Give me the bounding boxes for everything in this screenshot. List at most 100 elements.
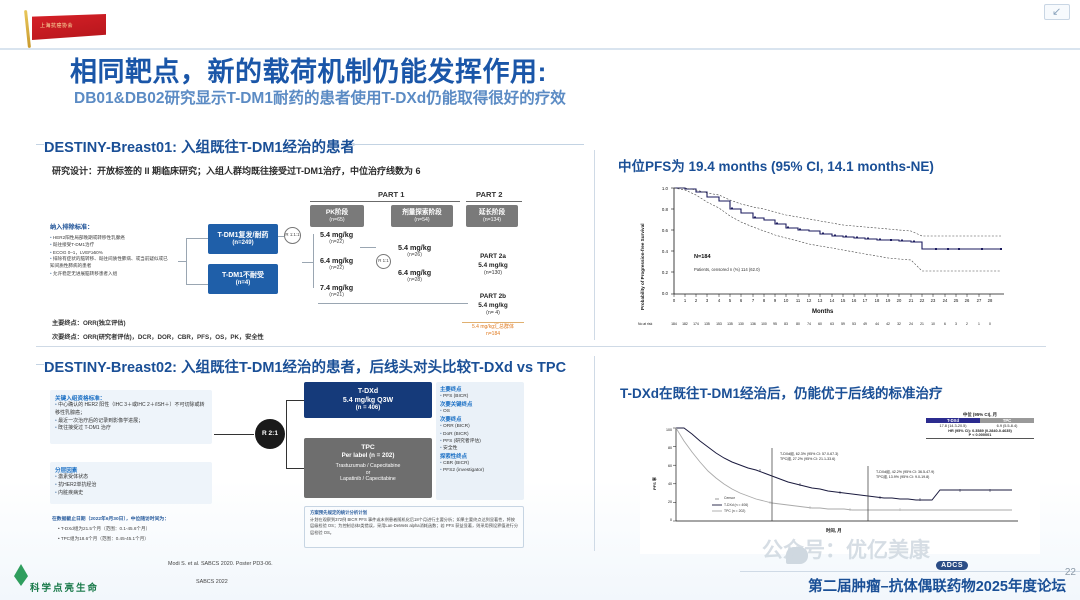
reference-source: SABCS 2022 (196, 579, 228, 585)
x-tick: 24 (942, 298, 948, 303)
db02-randomization-circle: R 2:1 (255, 419, 285, 449)
x-tick: 9 (773, 298, 777, 303)
logo-text: 上海抗癌协会 (40, 23, 74, 29)
pooled-label: 5.4 mg/kg汇总群体 (472, 324, 514, 330)
y-tick: 20 (668, 500, 672, 504)
db01-km-chart: Probability of Progression-free Survival… (636, 182, 1016, 337)
db01-arm-label: T-DM1复发/耐药 (217, 231, 269, 239)
panel-divider-vertical (594, 150, 595, 340)
association-logo: 上海抗癌协会 (10, 4, 118, 50)
arm-option: Lapatinib / Capecitabine (340, 476, 396, 483)
nrisk-value: 83 (784, 322, 788, 326)
db02-strat-item: 抗HER2单抗经治 (55, 482, 207, 490)
db01-chart-title: 中位PFS为 19.4 months (95% CI, 14.1 months-… (618, 159, 934, 174)
db01-part2a: PART 2a 5.4 mg/kg (n=130) (468, 253, 518, 277)
flag-pole-icon (24, 9, 31, 49)
randomize-label: R 1:1:1 (285, 232, 300, 238)
db02-section-title: DESTINY-Breast02: 入组既往T-DM1经治的患者，后线头对头比较… (44, 360, 567, 376)
endpoint-item: PFS2 (investigator) (440, 467, 520, 474)
nrisk-value: 10 (931, 322, 935, 326)
nrisk-value: 174 (693, 322, 699, 326)
nrisk-value: 184 (671, 322, 677, 326)
db02-stratification-panel: 分层因素 激素受体状态 抗HER2单抗经治 内脏疾病史 (50, 462, 212, 504)
nrisk-value: 153 (716, 322, 722, 326)
db02-strat-title: 分层因素 (55, 468, 78, 474)
db01-x-axis-label: Months (812, 309, 834, 315)
adcs-badge: ADCS (936, 561, 968, 570)
dose-value: 6.4 mg/kg (398, 268, 432, 277)
x-tick: 19 (885, 298, 891, 303)
stage-name: 延长阶段 (478, 208, 506, 216)
db02-eligibility-item: 既往接受过 T-DM1 治疗 (55, 425, 207, 433)
db01-part2b: PART 2b 5.4 mg/kg (n= 4) (468, 293, 518, 317)
nrisk-value: 60 (818, 322, 822, 326)
db01-criteria-item: 既往接受T-DM1治疗 (50, 241, 168, 248)
nrisk-value: 59 (841, 322, 845, 326)
db01-part1-label: PART 1 (378, 190, 405, 199)
endpoint-item: PFS (BICR) (440, 393, 520, 400)
nrisk-value: 135 (727, 322, 733, 326)
connector-to-randomization (214, 434, 254, 435)
nrisk-value: 182 (682, 322, 688, 326)
db01-criteria-item: 排除有症状的脑转移、既往间质性肺病、或当前疑似或已知间质性肺病的患者 (50, 256, 168, 270)
arm-dose: 5.4 mg/kg Q3W (342, 397, 394, 405)
db01-rule-left (36, 144, 44, 145)
db01-primary-endpoint: 主要终点：ORR(独立评估) (52, 318, 126, 327)
x-tick: 25 (953, 298, 959, 303)
nrisk-value: 32 (897, 322, 901, 326)
connector-stub (178, 261, 187, 262)
x-tick: 8 (762, 298, 766, 303)
nrisk-value: 21 (920, 322, 924, 326)
restore-window-icon[interactable] (1044, 4, 1070, 20)
x-tick: 12 (806, 298, 812, 303)
db01-section-title: DESTINY-Breast01: 入组既往T-DM1经治的患者 (44, 140, 355, 156)
db01-n-label: N=184 (694, 254, 711, 260)
arm-n: (n = 406) (355, 405, 381, 412)
connector-pk-entry (302, 262, 313, 263)
arm-option: Trastuzumab / Capecitabine (335, 463, 401, 470)
x-tick: 13 (817, 298, 823, 303)
primary-endpoint-label: 主要终点： (52, 320, 83, 327)
db02-eligibility-item: 最近一次治疗后的记录到影像学进展； (55, 418, 207, 426)
arm-name: TPC (361, 444, 375, 451)
x-tick: 26 (964, 298, 970, 303)
db01-arm-box-refractory: T-DM1复发/耐药 (n=249) (208, 224, 278, 254)
watermark-text: 公众号：优亿美康 (762, 539, 930, 562)
x-tick: 22 (919, 298, 925, 303)
db01-pk-dose: 7.4 mg/kg (n=21) (320, 283, 353, 298)
nrisk-value: 44 (875, 322, 879, 326)
x-tick: 3 (705, 298, 709, 303)
db01-pooled-population: 5.4 mg/kg汇总群体 n=184 (462, 322, 524, 337)
db01-criteria-item: HER2阳性局部晚期或转移性乳腺癌 (50, 234, 168, 241)
db02-landmark-annotation-1: T-DXd组, 62.3% (95% CI: 57.0-67.3) TPC组, … (780, 452, 838, 462)
db01-secondary-endpoint: 次要终点：ORR(研究者评估)，DCR，DOR，CBR，PFS，OS，PK，安全… (52, 332, 264, 341)
landmark-text: T-DXd组, 42.2% (95% CI: 36.5-47.9) TPC组, … (876, 470, 935, 480)
legend-name-tpc: TPC (980, 418, 1034, 423)
x-tick: 10 (783, 298, 789, 303)
db02-endpoints-panel: 主要终点 PFS (BICR) 次要关键终点 OS 次要终点 ORR (BICR… (436, 382, 524, 500)
wechat-icon (786, 547, 808, 564)
nrisk-value: 95 (773, 322, 777, 326)
x-tick: 7 (751, 298, 755, 303)
db01-pk-dose: 6.4 mg/kg (n=22) (320, 256, 353, 271)
nrisk-value: 136 (750, 322, 756, 326)
db01-randomization-11: R 1:1 (376, 254, 391, 269)
endpoint-item: PFS (研究者评估) (440, 438, 520, 445)
connector-arm-tdxd (286, 400, 304, 401)
part2a-n: (n=130) (483, 270, 503, 277)
x-tick: 1 (683, 298, 687, 303)
nrisk-value: 49 (863, 322, 867, 326)
connector-to-random (278, 236, 284, 237)
db01-criteria-item: 允许稳定无进展脑转移患者入组 (50, 270, 168, 277)
db01-events-label: Patients, censored n (%) 114 (62.0) (694, 267, 760, 272)
y-tick: 0.4 (661, 249, 668, 254)
x-tick: 2 (694, 298, 698, 303)
legend-pvalue: P < 0.000001 (968, 433, 992, 437)
nrisk-value: 24 (909, 322, 913, 326)
nrisk-value: 100 (761, 322, 767, 326)
x-tick: 11 (795, 298, 801, 303)
randomize-label: R 1:1 (378, 258, 389, 264)
legend-hr: HR (95% CI): 0.3589 (0.2840-0.4635) (948, 429, 1012, 433)
dose-n: (n=21) (329, 292, 344, 298)
endpoint-item: OS (440, 408, 520, 415)
